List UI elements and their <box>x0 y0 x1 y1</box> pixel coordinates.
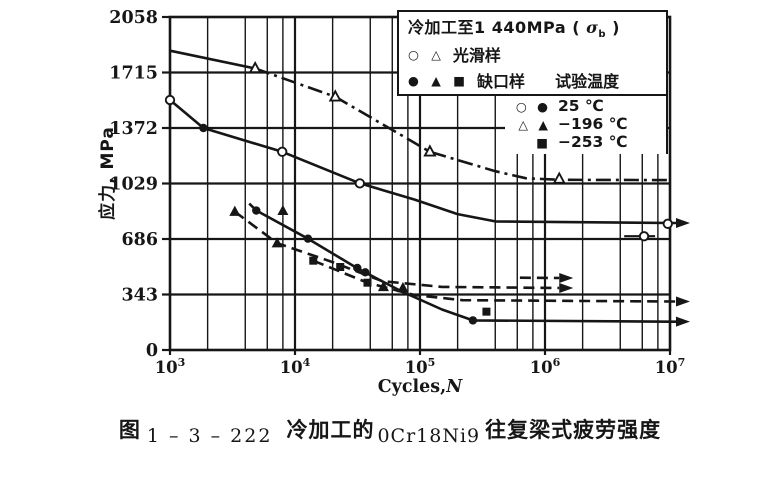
data-point-circle-open <box>638 231 650 242</box>
data-point-square-filled <box>482 307 491 316</box>
x-axis-labels: 103 104 105 106 107 Cycles,N <box>155 350 686 397</box>
data-point-triangle-open <box>552 171 566 184</box>
temp-25-symbols: ○ ● <box>515 98 551 114</box>
y-tick-label: 1029 <box>109 175 158 195</box>
legend-title-pre: 冷加工至1 440MPa ( <box>408 18 587 37</box>
data-point-circle-filled <box>199 123 208 133</box>
x-tick-label: 104 <box>280 356 311 377</box>
series-line <box>169 49 256 70</box>
data-point-circle-open <box>164 94 176 106</box>
arrow-head <box>676 296 690 307</box>
data-point-square-filled <box>336 262 345 271</box>
y-tick-label: 1715 <box>109 64 158 84</box>
legend-title: 冷加工至1 440MPa ( σb ) <box>408 14 662 40</box>
data-point-triangle-open <box>423 144 437 157</box>
x-axis-title: Cycles,N <box>378 377 463 397</box>
notched-specimen-symbols: ● ▲ ■ <box>408 72 470 88</box>
series-notched-253C-line <box>312 259 690 307</box>
caption-figure-number: 1 – 3 – 222 <box>146 425 273 447</box>
data-point-circle-filled <box>353 263 362 273</box>
series-smooth-196C-start <box>169 49 256 70</box>
caption-prefix: 图 <box>118 418 141 442</box>
data-point-square-filled <box>363 278 372 287</box>
sigma-subscript: b <box>598 29 607 41</box>
arrow-head <box>676 316 690 327</box>
x-tick-label: 105 <box>405 356 436 377</box>
markers-circle-open <box>164 94 673 242</box>
data-point-square-filled <box>309 256 318 265</box>
caption-mid: 冷加工的 <box>286 418 375 442</box>
markers-triangle-filled <box>229 204 409 293</box>
arrow-head <box>559 272 574 283</box>
data-point-triangle-open <box>248 60 262 74</box>
y-axis-title: 应力, MPa <box>98 126 118 220</box>
x-tick-label: 103 <box>155 356 186 377</box>
smooth-specimen-label: 光滑样 <box>452 46 501 66</box>
arrow-head <box>559 283 574 294</box>
series-smooth-25C-line <box>169 99 690 228</box>
legend-title-post: ) <box>606 18 620 37</box>
legend-row-smooth: ○ △ 光滑样 <box>408 42 662 66</box>
x-tick-label: 106 <box>530 356 561 377</box>
x-tick-label: 107 <box>655 356 686 377</box>
markers-circle-filled <box>199 123 478 325</box>
temp-253-label: −253 ℃ <box>558 133 628 151</box>
data-point-circle-filled <box>361 268 370 277</box>
caption-material: 0Cr18Ni9 <box>377 425 481 447</box>
legend-row-notched: ● ▲ ■ 缺口样 试验温度 <box>408 68 662 92</box>
data-point-triangle-filled <box>397 282 409 293</box>
data-point-triangle-filled <box>377 280 389 292</box>
series-line <box>312 259 676 303</box>
series-notched-196C-upper-arrow <box>519 272 574 283</box>
data-point-triangle-open <box>328 89 342 102</box>
legend-temp-196: △ ▲ −196 ℃ <box>505 115 666 133</box>
series-line <box>169 99 676 225</box>
data-point-triangle-filled <box>271 237 283 248</box>
y-axis-labels: 0 343 686 1029 1372 1715 2058 <box>109 8 170 361</box>
smooth-specimen-symbols: ○ △ <box>408 46 445 62</box>
temp-25-label: 25 ℃ <box>558 97 604 115</box>
data-point-circle-filled <box>252 206 261 215</box>
series-notched-196C-line <box>234 210 574 294</box>
caption-suffix: 往复梁式疲劳强度 <box>485 418 662 442</box>
temp-196-label: −196 ℃ <box>558 115 628 133</box>
y-tick-label: 686 <box>121 230 158 250</box>
y-tick-label: 1372 <box>109 119 158 139</box>
legend-temperatures: ○ ● 25 ℃ △ ▲ −196 ℃ ■ −253 ℃ <box>505 96 668 154</box>
data-point-circle-open <box>662 218 673 229</box>
y-tick-label: 343 <box>121 286 158 306</box>
temp-253-symbols: ■ <box>536 134 551 150</box>
temp-196-symbols: △ ▲ <box>518 116 551 132</box>
sigma-symbol: σ <box>586 18 599 37</box>
data-point-circle-open <box>354 178 365 189</box>
data-point-circle-filled <box>468 316 478 325</box>
legend-temp-25: ○ ● 25 ℃ <box>505 97 666 115</box>
legend-temp-253: ■ −253 ℃ <box>505 133 666 151</box>
y-tick-label: 2058 <box>109 8 158 28</box>
test-temperature-header: 试验温度 <box>555 72 620 92</box>
arrow-head <box>676 217 690 228</box>
markers-triangle-open <box>248 60 566 184</box>
data-point-circle-filled <box>303 234 313 243</box>
data-point-circle-open <box>277 146 288 157</box>
data-point-triangle-filled <box>277 204 289 216</box>
chart-legend: 冷加工至1 440MPa ( σb ) ○ △ 光滑样 ● ▲ ■ 缺口样 试验… <box>397 10 668 96</box>
notched-specimen-label: 缺口样 <box>477 72 526 92</box>
y-tick-label: 0 <box>146 341 158 361</box>
markers-square-filled <box>309 256 491 316</box>
data-point-triangle-filled <box>229 205 241 216</box>
